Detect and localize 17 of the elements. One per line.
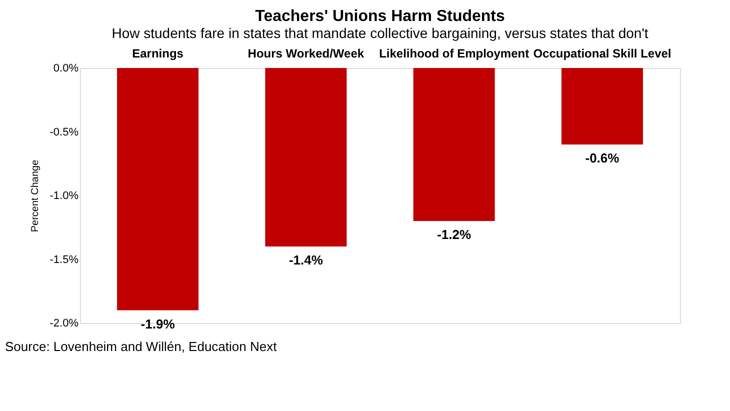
y-tick-label: 0.0%	[53, 62, 79, 74]
data-label: -1.9%	[140, 316, 176, 332]
y-tick-label: -0.5%	[50, 126, 79, 138]
source-note: Source: Lovenheim and Willén, Education Next	[5, 339, 278, 354]
chart-subtitle: How students fare in states that mandate collective bargaining, versus states that don't	[112, 25, 648, 41]
data-label: -1.4%	[288, 252, 324, 268]
data-label: -1.2%	[437, 227, 472, 242]
y-tick-label: -2.0%	[50, 318, 79, 330]
y-tick-label: -1.5%	[50, 254, 79, 266]
x-tick-label: Occupational Skill Level	[533, 46, 672, 60]
y-axis-title: Percent Change	[30, 159, 41, 232]
chart-title: Teachers' Unions Harm Students	[255, 8, 505, 25]
x-tick-label: Earnings	[132, 46, 184, 60]
x-tick-label: Likelihood of Employment	[379, 46, 530, 60]
data-label: -0.6%	[585, 150, 620, 166]
y-tick-label: -1.0%	[50, 190, 79, 202]
x-tick-label: Hours Worked/Week	[248, 46, 364, 60]
